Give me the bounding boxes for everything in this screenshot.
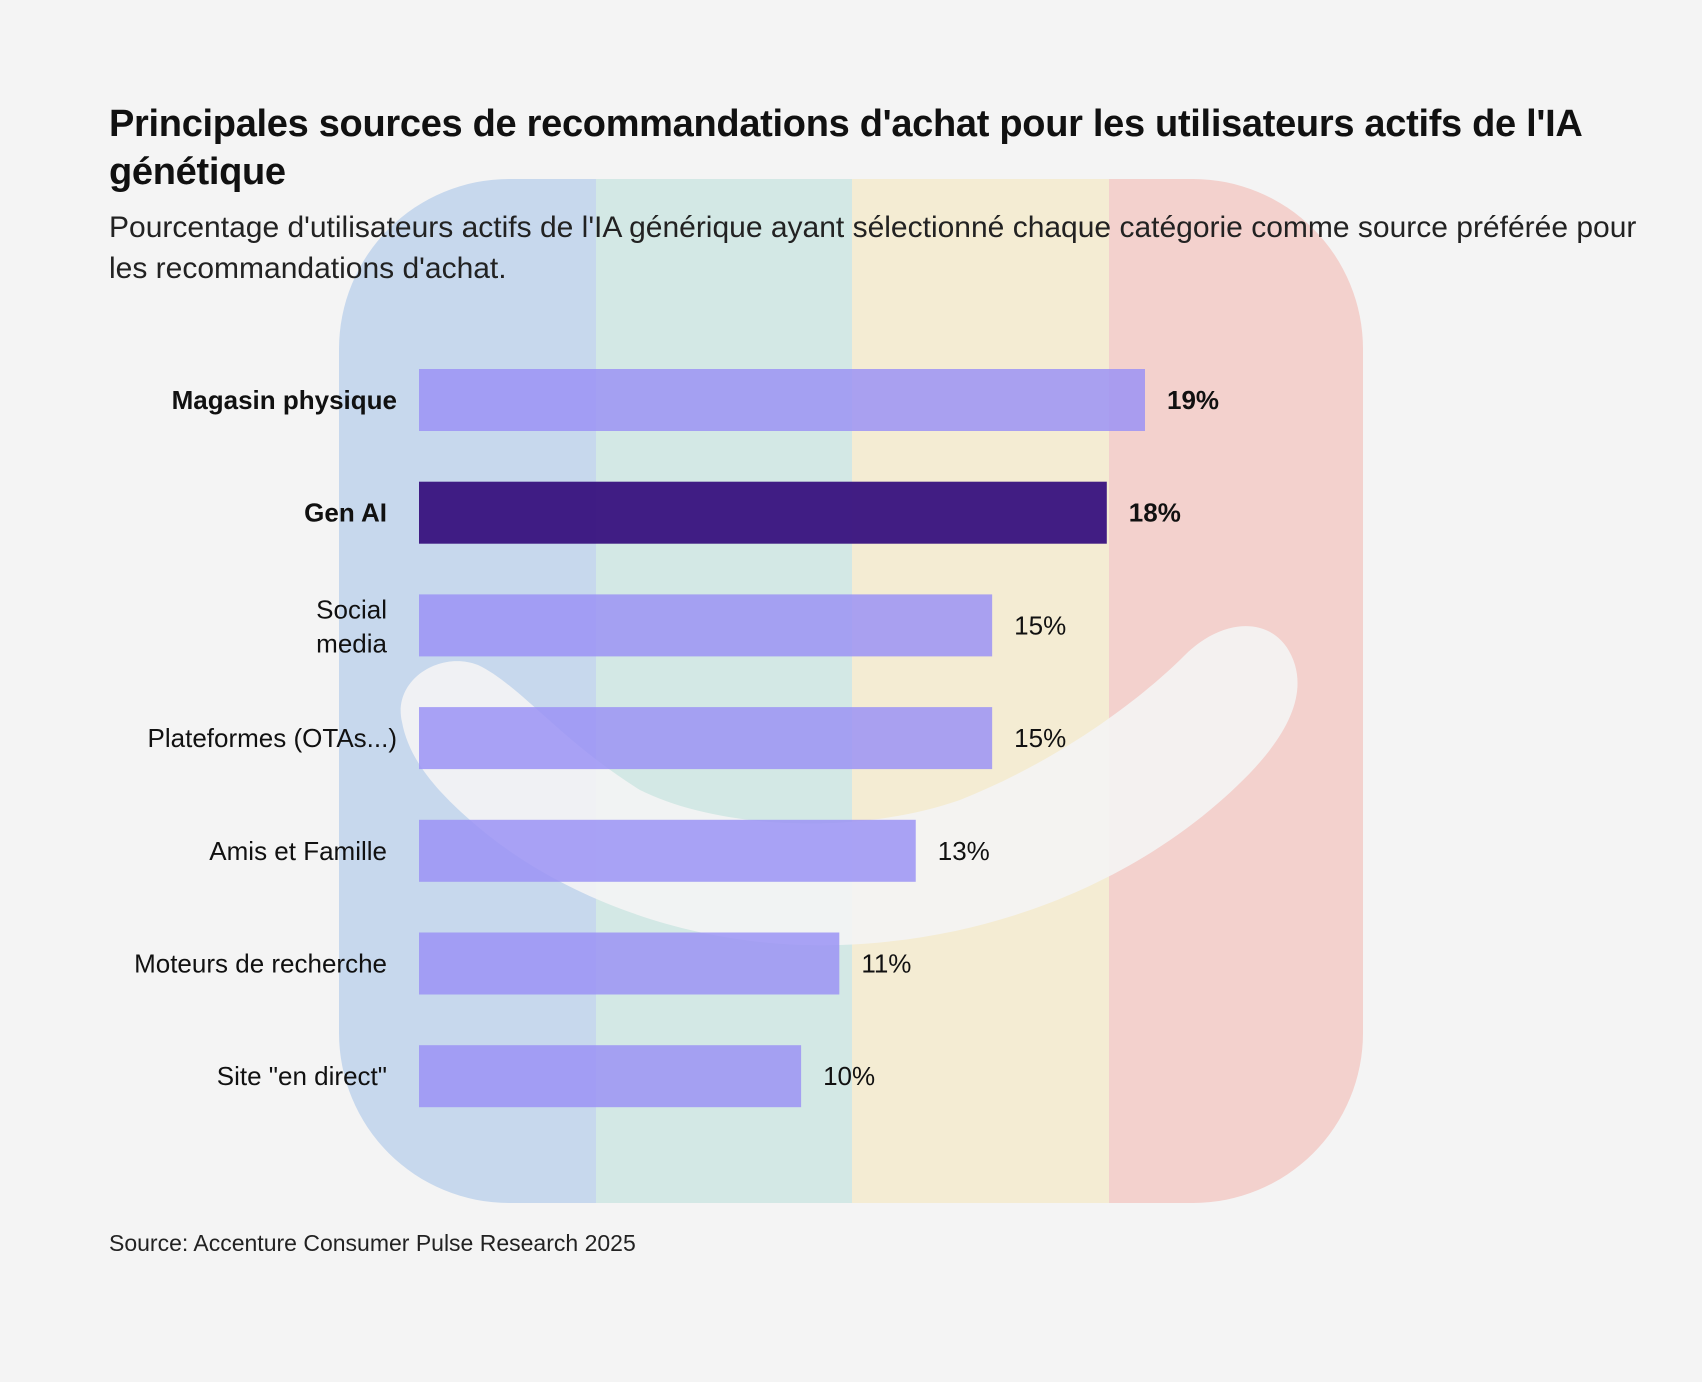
bar-5 [419,932,840,995]
category-label-line: Plateformes (OTAs...) [148,723,397,753]
category-label-1: Gen AI [304,498,387,528]
category-label-line: media [316,628,387,658]
category-label-line: Gen AI [304,498,387,528]
category-label-line: Moteurs de recherche [134,949,387,979]
category-label-line: Site "en direct" [217,1061,387,1091]
category-label-line: Social [316,594,387,624]
source-note: Source: Accenture Consumer Pulse Researc… [109,1230,636,1256]
value-label-3: 15% [1014,723,1066,753]
category-label-line: Amis et Famille [209,836,387,866]
category-label-0: Magasin physique [172,385,397,415]
chart-subtitle: Pourcentage d'utilisateurs actifs de l'I… [109,211,1637,285]
bar-1 [419,481,1107,544]
category-label-6: Site "en direct" [217,1061,387,1091]
bar-3 [419,707,993,770]
value-label-6: 10% [823,1061,875,1091]
chart-title: Principales sources de recommandations d… [109,103,1582,193]
bar-2 [419,594,993,657]
value-label-5: 11% [861,949,911,979]
bar-6 [419,1045,802,1108]
value-label-1: 18% [1129,498,1181,528]
value-label-2: 15% [1014,610,1066,640]
category-label-5: Moteurs de recherche [134,949,387,979]
category-label-line: Magasin physique [172,385,397,415]
value-label-4: 13% [938,836,990,866]
category-label-4: Amis et Famille [209,836,387,866]
logo-stripe-teal [596,179,852,1203]
value-label-0: 19% [1167,385,1219,415]
logo-stripe-yellow [852,179,1109,1203]
bar-0 [419,369,1145,431]
bar-4 [419,819,916,882]
category-label-3: Plateformes (OTAs...) [148,723,397,753]
category-label-2: Social media [316,594,387,658]
